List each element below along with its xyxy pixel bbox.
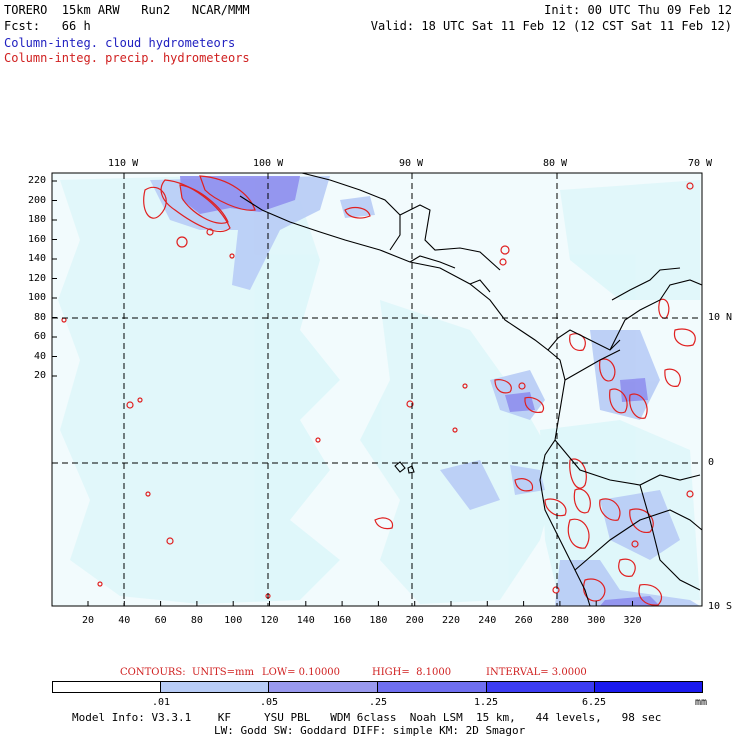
x-tick-label: 300 [587,615,606,626]
x-tick-label: 240 [478,615,497,626]
x-tick-label: 260 [514,615,533,626]
colorbar-units: mm [695,697,708,708]
y-tick-label: 200 [27,194,46,206]
colorbar-tick-1: .01 [152,697,171,708]
colorbar-segment [52,681,161,693]
contours-high: HIGH= 8.1000 [372,667,452,678]
colorbar-segment [377,681,487,693]
y-tick-label: 80 [33,311,46,323]
contours-interval: INTERVAL= 3.0000 [486,667,587,678]
x-tick-label: 100 [224,615,243,626]
x-tick-label: 180 [369,615,388,626]
map-frame [51,172,703,607]
x-tick-label: 160 [333,615,352,626]
lat-label-10s: 10 S [708,601,733,612]
lon-label-90w: 90 W [399,158,424,169]
lat-label-0: 0 [708,457,715,468]
y-tick-label: 220 [27,175,46,186]
contours-units: UNITS=mm [192,667,254,678]
lon-label-100w: 100 W [253,158,284,169]
x-tick-label: 280 [550,615,569,626]
x-tick-label: 20 [81,615,95,626]
forecast-hour: Fcst: 66 h [4,19,91,33]
colorbar-tick-5: 6.25 [582,697,607,708]
latlon-grid [52,173,702,606]
cloud-shading-light [58,176,700,604]
colorbar-tick-4: 1.25 [474,697,499,708]
lon-label-80w: 80 W [543,158,568,169]
contours-low: LOW= 0.10000 [262,667,341,678]
y-tick-label: 60 [33,331,46,342]
y-tick-label: 180 [27,214,46,225]
colorbar-segment [594,681,703,693]
x-tick-label: 80 [190,615,203,626]
colorbar-tick-3: .25 [369,697,388,708]
coastlines [239,172,703,607]
lon-label-70w: 70 W [688,158,713,169]
model-info: Model Info: V3.3.1 KF YSU PBL WDM 6class… [72,711,662,724]
legend-precip-label: Column-integ. precip. hydrometeors [4,51,250,65]
y-tick-label: 100 [27,292,46,303]
x-tick-label: 220 [441,615,461,626]
y-tick-label: 120 [27,272,46,284]
colorbar-segment [160,681,269,693]
run-title: TORERO 15km ARW Run2 NCAR/MMM [4,3,250,17]
contours-label: CONTOURS: [120,667,186,678]
lat-label-10n: 10 N [708,312,733,323]
x-tick-label: 40 [118,615,131,626]
colorbar-segment [486,681,595,693]
x-tick-label: 140 [296,615,315,626]
y-tick-label: 140 [27,253,46,264]
x-tick-label: 120 [260,615,279,626]
x-tick-label: 200 [405,615,424,626]
y-tick-label: 160 [27,233,46,245]
x-tick-label: 320 [623,615,642,626]
y-tick-label: 40 [33,350,46,362]
x-tick-label: 60 [154,615,167,626]
model-physics: LW: Godd SW: Goddard DIFF: simple KM: 2D… [214,724,526,737]
y-tick-label: 20 [33,370,46,381]
lon-label-110w: 110 W [108,158,139,169]
legend-cloud-label: Column-integ. cloud hydrometeors [4,36,236,50]
colorbar-tick-2: .05 [260,697,279,708]
colorbar-segment [268,681,378,693]
valid-time: Valid: 18 UTC Sat 11 Feb 12 (12 CST Sat … [370,19,732,33]
init-time: Init: 00 UTC Thu 09 Feb 12 [544,3,732,17]
